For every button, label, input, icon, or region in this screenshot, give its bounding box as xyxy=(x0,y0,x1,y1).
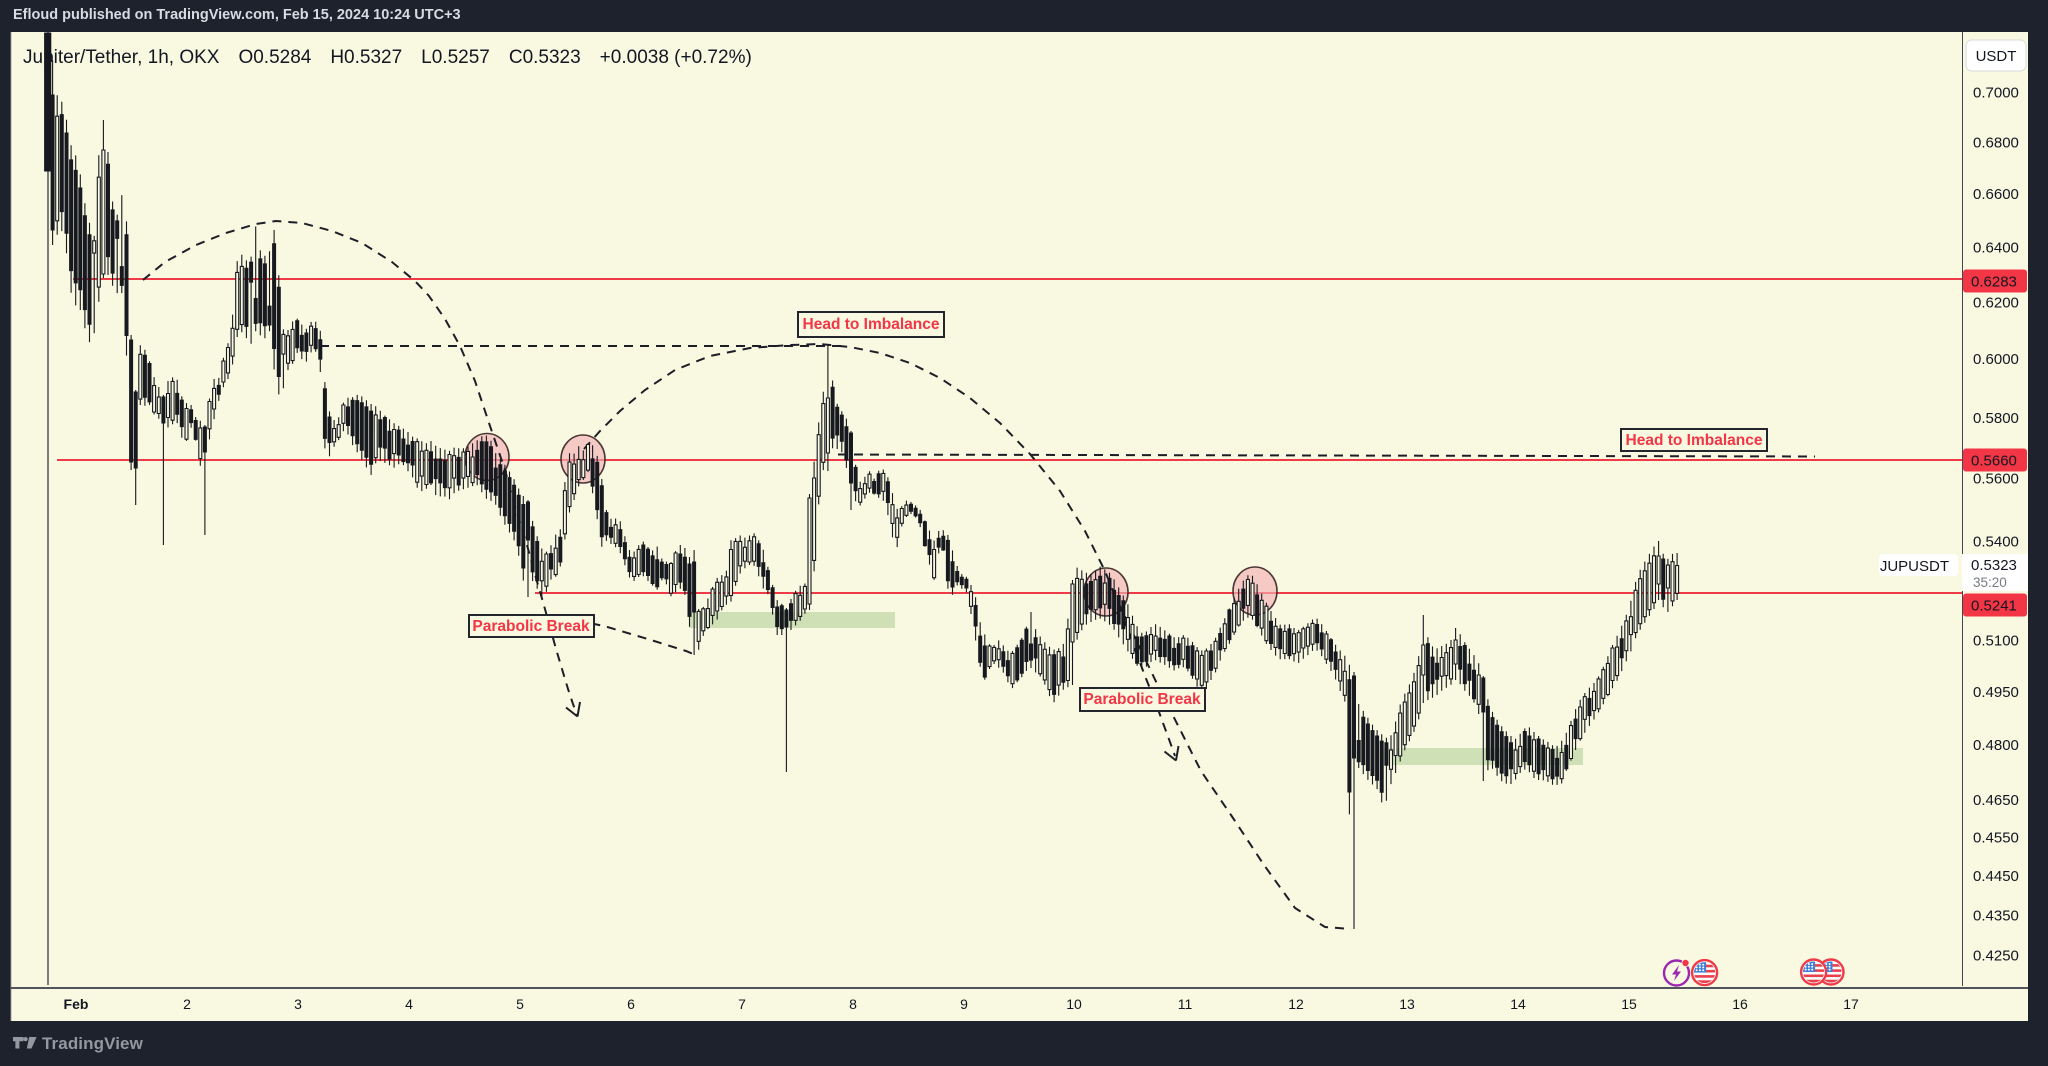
svg-text:15: 15 xyxy=(1621,996,1637,1012)
svg-text:11: 11 xyxy=(1178,996,1193,1012)
svg-text:0.4950: 0.4950 xyxy=(1973,684,2019,701)
svg-text:7: 7 xyxy=(738,996,746,1012)
svg-text:Jupiter/Tether, 1h, OKX O0.52: Jupiter/Tether, 1h, OKX O0.5284 H0.5327 … xyxy=(23,47,752,68)
svg-text:12: 12 xyxy=(1288,996,1304,1012)
svg-text:0.7000: 0.7000 xyxy=(1973,84,2019,101)
svg-text:Parabolic Break: Parabolic Break xyxy=(472,618,590,635)
svg-text:13: 13 xyxy=(1399,996,1415,1012)
svg-text:0.5800: 0.5800 xyxy=(1973,410,2019,427)
svg-text:USDT: USDT xyxy=(1976,48,2017,65)
svg-text:Feb: Feb xyxy=(64,996,89,1012)
svg-text:0.4250: 0.4250 xyxy=(1973,948,2019,965)
svg-text:0.5400: 0.5400 xyxy=(1973,533,2019,550)
svg-text:0.4800: 0.4800 xyxy=(1973,737,2019,754)
svg-text:16: 16 xyxy=(1732,996,1748,1012)
svg-text:0.5660: 0.5660 xyxy=(1971,453,2017,470)
svg-text:2: 2 xyxy=(183,996,191,1012)
svg-text:17: 17 xyxy=(1843,996,1859,1012)
svg-text:0.6400: 0.6400 xyxy=(1973,240,2019,257)
svg-text:0.5600: 0.5600 xyxy=(1973,471,2019,488)
svg-text:Head to Imbalance: Head to Imbalance xyxy=(1626,432,1763,449)
svg-text:0.5323: 0.5323 xyxy=(1971,557,2017,574)
svg-text:0.4550: 0.4550 xyxy=(1973,830,2019,847)
svg-text:0.6283: 0.6283 xyxy=(1971,274,2017,291)
svg-text:JUPUSDT: JUPUSDT xyxy=(1880,558,1949,575)
svg-text:Head to Imbalance: Head to Imbalance xyxy=(803,316,940,333)
svg-text:4: 4 xyxy=(405,996,413,1012)
svg-text:5: 5 xyxy=(516,996,524,1012)
svg-text:0.6600: 0.6600 xyxy=(1973,186,2019,203)
svg-text:10: 10 xyxy=(1066,996,1082,1012)
svg-text:8: 8 xyxy=(849,996,857,1012)
svg-text:0.4450: 0.4450 xyxy=(1973,868,2019,885)
svg-text:3: 3 xyxy=(294,996,302,1012)
svg-text:0.6800: 0.6800 xyxy=(1973,135,2019,152)
svg-text:0.5100: 0.5100 xyxy=(1973,632,2019,649)
svg-text:0.4650: 0.4650 xyxy=(1973,792,2019,809)
svg-text:0.4350: 0.4350 xyxy=(1973,908,2019,925)
svg-text:Parabolic Break: Parabolic Break xyxy=(1083,691,1201,708)
svg-text:9: 9 xyxy=(960,996,968,1012)
svg-text:35:20: 35:20 xyxy=(1973,575,2007,590)
svg-text:14: 14 xyxy=(1510,996,1526,1012)
svg-text:0.5241: 0.5241 xyxy=(1971,598,2017,615)
svg-text:6: 6 xyxy=(627,996,635,1012)
svg-text:0.6200: 0.6200 xyxy=(1973,294,2019,311)
svg-text:0.6000: 0.6000 xyxy=(1973,351,2019,368)
